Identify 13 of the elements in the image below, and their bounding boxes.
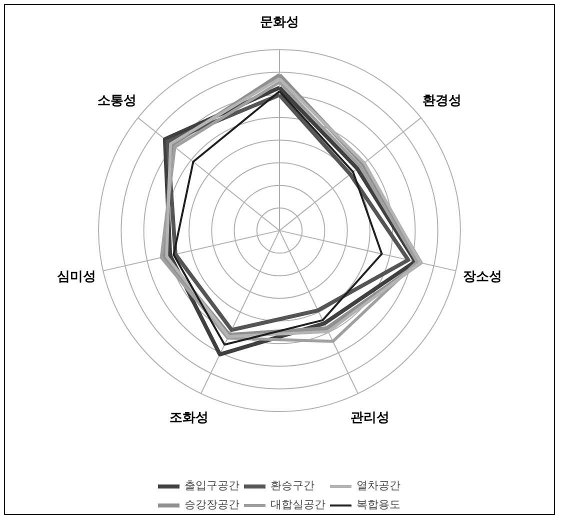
spoke-label: 관리성 [350,410,390,426]
legend-label: 승강장공간 [184,497,240,512]
legend-label: 열차공간 [356,478,400,493]
spoke-label: 심미성 [57,269,96,284]
spoke-label: 소통성 [97,93,136,108]
legend-label: 복합용도 [356,497,400,512]
spoke-label: 문화성 [260,15,299,30]
spoke-label: 조화성 [170,410,209,426]
spoke-label: 환경성 [422,93,462,108]
legend-label: 대합실공간 [270,497,326,512]
legend-label: 환승구간 [270,478,314,493]
spoke-label: 장소성 [462,269,502,284]
legend-label: 출입구공간 [184,478,240,493]
